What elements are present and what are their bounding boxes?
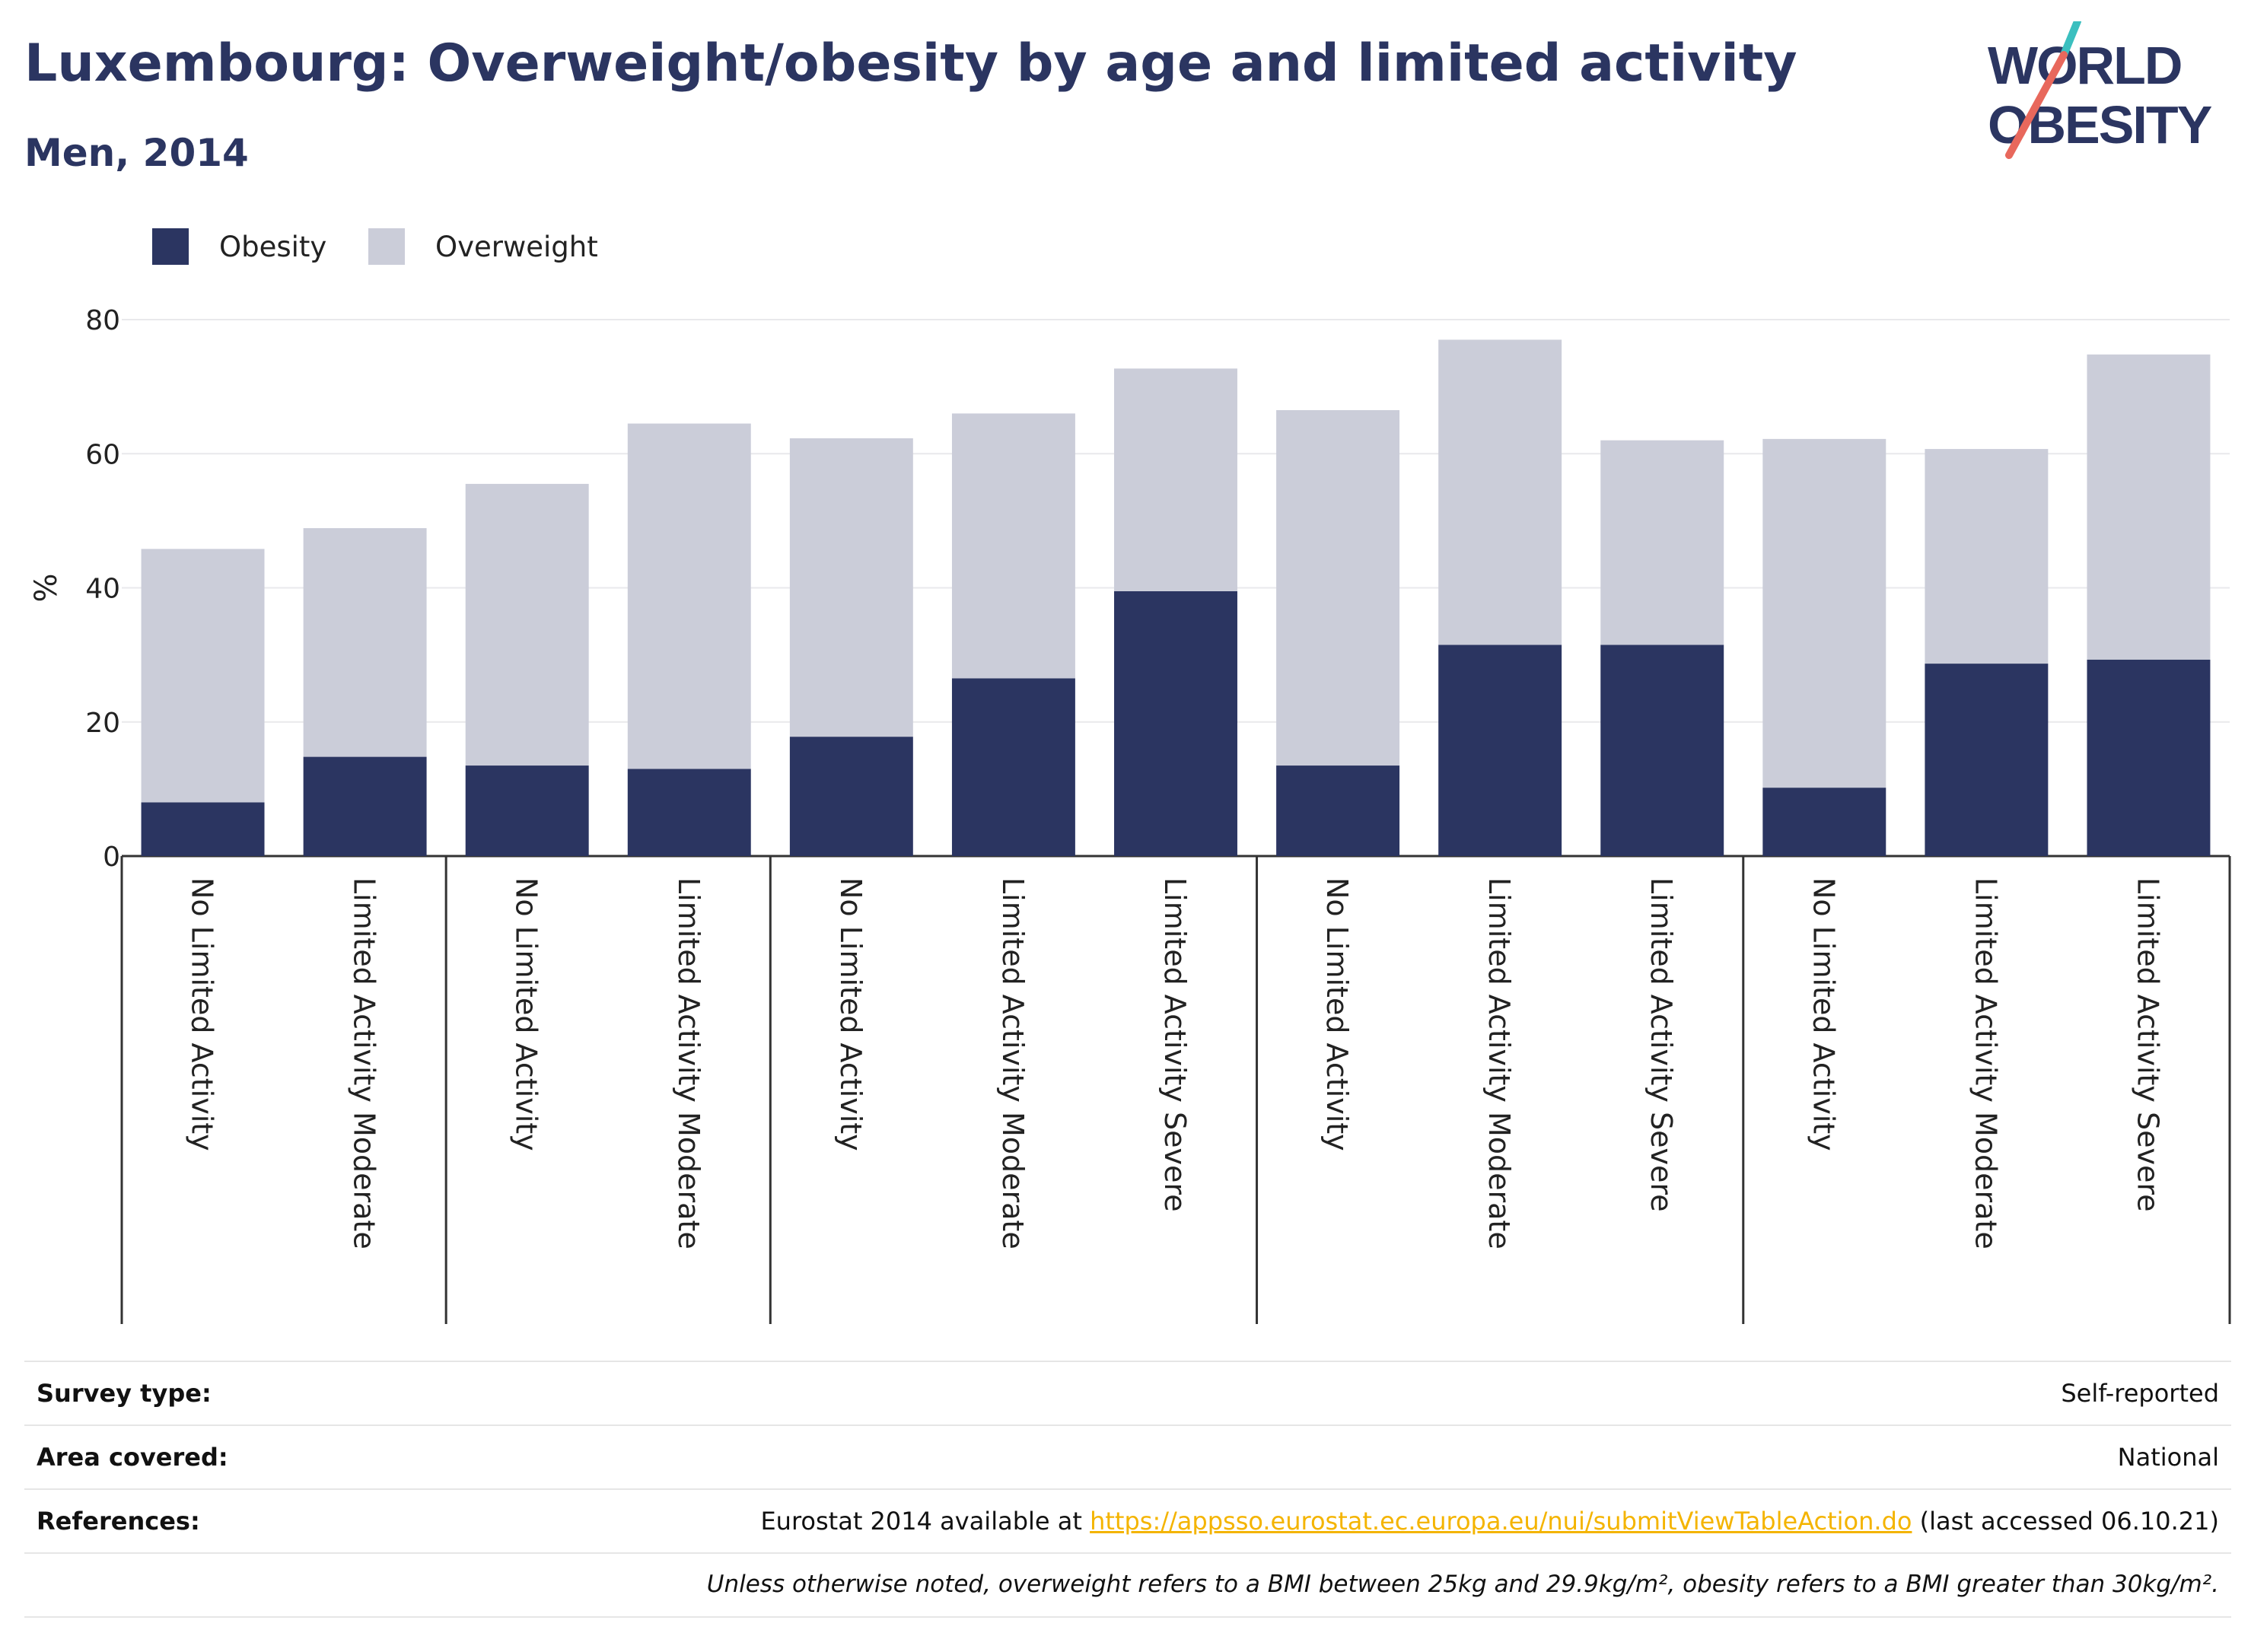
bar-overweight — [951, 413, 1075, 679]
stacked-bar-chart: Obesity Overweight 0 20 40 60 80% No Limited Ac… — [29, 228, 2231, 1324]
bmi-footnote: Unless otherwise noted, overweight refer… — [706, 1571, 2219, 1598]
area-covered-value: National — [2117, 1443, 2219, 1472]
bar-overweight — [1600, 440, 1724, 645]
references-value: Eurostat 2014 available at https://appss… — [760, 1507, 2219, 1536]
references-label: References: — [37, 1507, 200, 1536]
references-prefix: Eurostat 2014 available at — [760, 1507, 1090, 1536]
x-tick-label: Limited Activity Moderate — [348, 877, 381, 1249]
footnote-row: Unless otherwise noted, overweight refer… — [24, 1552, 2231, 1618]
chart-subtitle: Men, 2014 — [24, 131, 249, 175]
bar-obesity — [2087, 659, 2211, 856]
bar-obesity — [627, 769, 751, 856]
bar-overweight — [1114, 368, 1237, 591]
svg-text:WORLD: WORLD — [1988, 36, 2181, 95]
bar-overweight — [1438, 339, 1562, 645]
references-row: References: Eurostat 2014 available at h… — [24, 1488, 2231, 1552]
x-tick-label: No Limited Activity — [1320, 877, 1354, 1151]
bar-obesity — [1114, 590, 1237, 856]
x-tick-label: No Limited Activity — [186, 877, 219, 1151]
x-tick-label: Limited Activity Severe — [2131, 877, 2164, 1212]
bar-obesity — [1276, 766, 1400, 856]
x-tick-label: Limited Activity Moderate — [1482, 877, 1516, 1249]
bar-obesity — [141, 802, 265, 856]
y-tick-label: 20 — [85, 708, 120, 739]
x-tick-label: Limited Activity Severe — [1644, 877, 1678, 1212]
x-tick-label: Limited Activity Moderate — [1969, 877, 2002, 1249]
y-tick-label: 60 — [85, 439, 120, 470]
bar-overweight — [465, 483, 589, 766]
bar-obesity — [1600, 645, 1724, 856]
x-tick-label: Limited Activity Moderate — [996, 877, 1030, 1249]
references-suffix: (last accessed 06.10.21) — [1912, 1507, 2219, 1536]
bar-overweight — [2087, 354, 2211, 660]
bar-overweight — [1762, 438, 1886, 788]
y-tick-label: 40 — [85, 574, 120, 605]
area-covered-row: Area covered: National — [24, 1424, 2231, 1488]
references-link[interactable]: https://appsso.eurostat.ec.europa.eu/nui… — [1090, 1507, 1912, 1536]
bar-obesity — [1762, 788, 1886, 856]
bar-obesity — [303, 756, 427, 856]
bar-overweight — [303, 528, 427, 757]
info-table: Survey type: Self-reported Area covered:… — [24, 1361, 2231, 1618]
bar-obesity — [789, 737, 913, 856]
bar-obesity — [1438, 645, 1562, 856]
bar-overweight — [1276, 409, 1400, 766]
world-obesity-logo: WORLD OBESITY — [1988, 21, 2214, 159]
x-tick-label: Limited Activity Moderate — [672, 877, 705, 1249]
bar-overweight — [141, 549, 265, 803]
x-tick-label: No Limited Activity — [1807, 877, 1840, 1151]
y-tick-label: 80 — [85, 305, 120, 336]
survey-type-label: Survey type: — [37, 1379, 212, 1408]
y-axis-label: % — [29, 573, 64, 602]
x-tick-label: Limited Activity Severe — [1158, 877, 1192, 1212]
area-covered-label: Area covered: — [37, 1443, 228, 1472]
bar-obesity — [465, 766, 589, 856]
y-tick-label: 0 — [103, 842, 120, 873]
bar-overweight — [1925, 449, 2049, 664]
bar-overweight — [627, 423, 751, 769]
chart-title: Luxembourg: Overweight/obesity by age an… — [24, 33, 1797, 94]
legend-swatch-overweight — [368, 228, 405, 265]
legend-label-obesity: Obesity — [219, 231, 326, 263]
survey-type-value: Self-reported — [2061, 1379, 2219, 1408]
bar-overweight — [789, 438, 913, 737]
x-tick-label: No Limited Activity — [834, 877, 868, 1151]
x-tick-label: No Limited Activity — [510, 877, 543, 1151]
survey-type-row: Survey type: Self-reported — [24, 1361, 2231, 1424]
bar-obesity — [1925, 664, 2049, 856]
legend-label-overweight: Overweight — [435, 231, 598, 263]
bar-obesity — [951, 678, 1075, 856]
legend-swatch-obesity — [152, 228, 189, 265]
